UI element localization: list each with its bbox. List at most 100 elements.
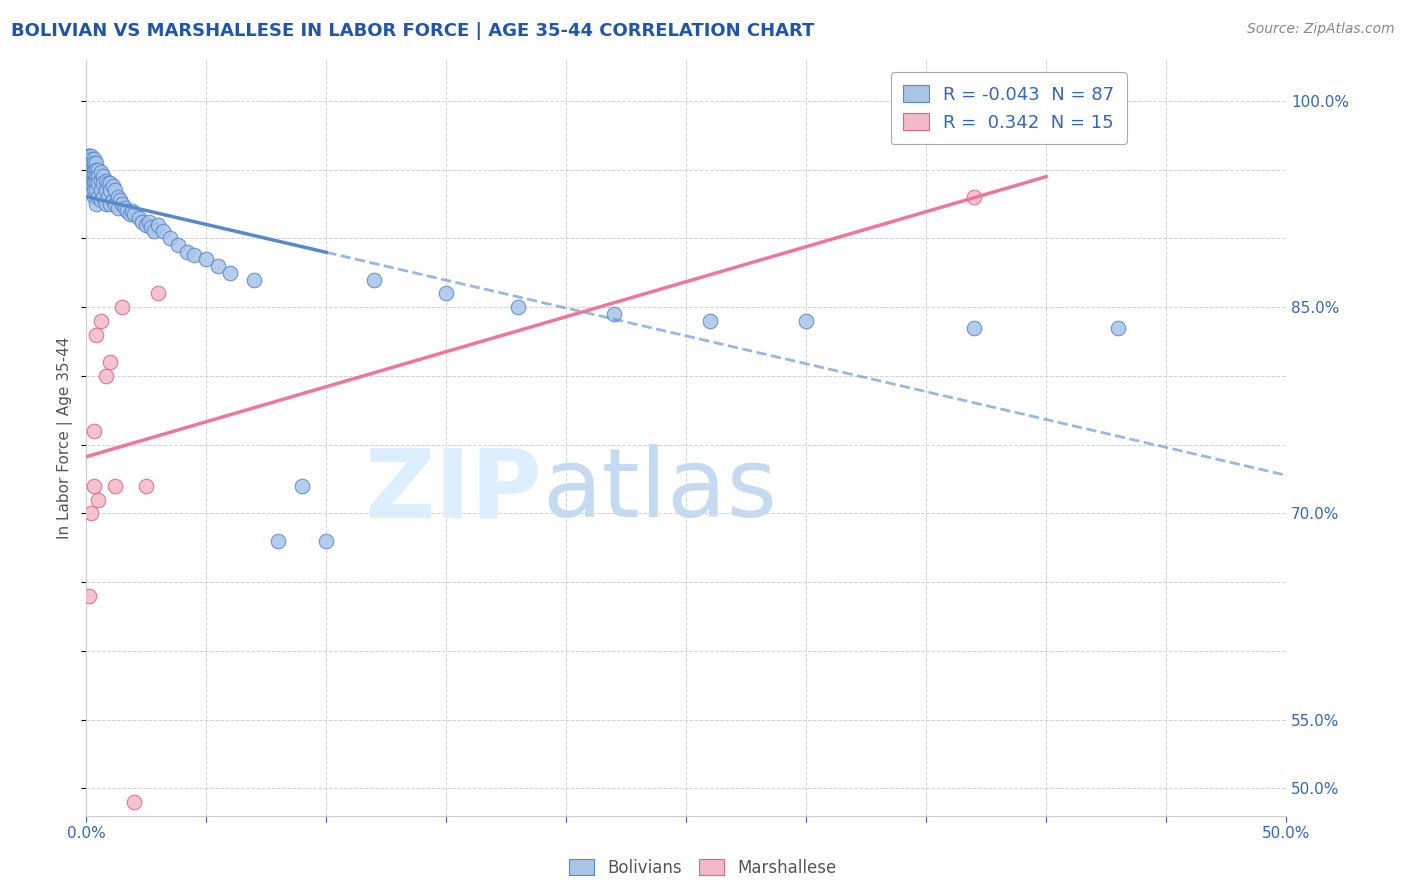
Point xyxy=(90,314,112,328)
Point xyxy=(98,355,121,369)
Point xyxy=(98,183,121,197)
Point xyxy=(108,193,131,207)
Point xyxy=(90,193,112,207)
Point xyxy=(84,197,107,211)
Y-axis label: In Labor Force | Age 35-44: In Labor Force | Age 35-44 xyxy=(58,336,73,539)
Point xyxy=(84,162,107,177)
Point xyxy=(90,173,112,187)
Point xyxy=(124,206,146,220)
Point xyxy=(87,169,110,184)
Point xyxy=(87,162,110,177)
Point xyxy=(80,152,103,166)
Point xyxy=(84,169,107,184)
Point xyxy=(77,149,100,163)
Text: atlas: atlas xyxy=(543,444,778,537)
Point xyxy=(963,320,986,334)
Point xyxy=(91,190,114,204)
Text: Source: ZipAtlas.com: Source: ZipAtlas.com xyxy=(1247,22,1395,37)
Point xyxy=(94,368,117,383)
Point xyxy=(90,183,112,197)
Point xyxy=(159,231,181,245)
Point xyxy=(434,286,457,301)
Point xyxy=(148,218,170,232)
Point xyxy=(94,197,117,211)
Point xyxy=(83,152,105,166)
Point xyxy=(77,155,100,169)
Point xyxy=(97,190,120,204)
Point xyxy=(291,479,314,493)
Point xyxy=(101,179,124,194)
Point xyxy=(131,215,153,229)
Point xyxy=(80,507,103,521)
Point xyxy=(91,177,114,191)
Point xyxy=(91,169,114,184)
Text: BOLIVIAN VS MARSHALLESE IN LABOR FORCE | AGE 35-44 CORRELATION CHART: BOLIVIAN VS MARSHALLESE IN LABOR FORCE |… xyxy=(11,22,814,40)
Point xyxy=(603,307,626,321)
Point xyxy=(83,169,105,184)
Point xyxy=(80,155,103,169)
Point xyxy=(135,218,157,232)
Point xyxy=(183,248,205,262)
Point xyxy=(84,327,107,342)
Point xyxy=(243,272,266,286)
Point xyxy=(176,245,198,260)
Point xyxy=(121,203,143,218)
Point xyxy=(963,190,986,204)
Point xyxy=(83,155,105,169)
Point xyxy=(111,197,134,211)
Point xyxy=(104,197,127,211)
Point xyxy=(148,286,170,301)
Point xyxy=(141,220,163,235)
Point xyxy=(94,183,117,197)
Point xyxy=(84,155,107,169)
Point xyxy=(83,162,105,177)
Point xyxy=(83,165,105,179)
Point xyxy=(104,183,127,197)
Point xyxy=(77,149,100,163)
Point xyxy=(77,155,100,169)
Point xyxy=(207,259,229,273)
Point xyxy=(267,533,290,548)
Point xyxy=(84,183,107,197)
Legend: R = -0.043  N = 87, R =  0.342  N = 15: R = -0.043 N = 87, R = 0.342 N = 15 xyxy=(891,72,1128,145)
Point xyxy=(195,252,218,266)
Point xyxy=(87,190,110,204)
Point xyxy=(104,479,127,493)
Point xyxy=(315,533,337,548)
Point xyxy=(98,177,121,191)
Point xyxy=(135,479,157,493)
Point xyxy=(219,266,242,280)
Point xyxy=(107,201,129,215)
Point xyxy=(94,173,117,187)
Point xyxy=(114,201,136,215)
Point xyxy=(77,589,100,603)
Point xyxy=(83,190,105,204)
Point xyxy=(115,203,138,218)
Point xyxy=(87,177,110,191)
Point xyxy=(794,314,817,328)
Point xyxy=(111,300,134,314)
Point xyxy=(699,314,721,328)
Point xyxy=(80,159,103,173)
Point xyxy=(152,225,174,239)
Point xyxy=(87,492,110,507)
Point xyxy=(363,272,385,286)
Point xyxy=(80,165,103,179)
Point xyxy=(1107,320,1129,334)
Point xyxy=(90,165,112,179)
Point xyxy=(98,197,121,211)
Point xyxy=(84,177,107,191)
Point xyxy=(142,225,165,239)
Point xyxy=(83,173,105,187)
Point xyxy=(101,193,124,207)
Point xyxy=(508,300,530,314)
Point xyxy=(80,149,103,163)
Point xyxy=(83,424,105,438)
Point xyxy=(80,162,103,177)
Point xyxy=(97,177,120,191)
Point xyxy=(138,215,160,229)
Point xyxy=(77,149,100,163)
Text: ZIP: ZIP xyxy=(364,444,543,537)
Point xyxy=(124,795,146,809)
Point xyxy=(128,211,150,225)
